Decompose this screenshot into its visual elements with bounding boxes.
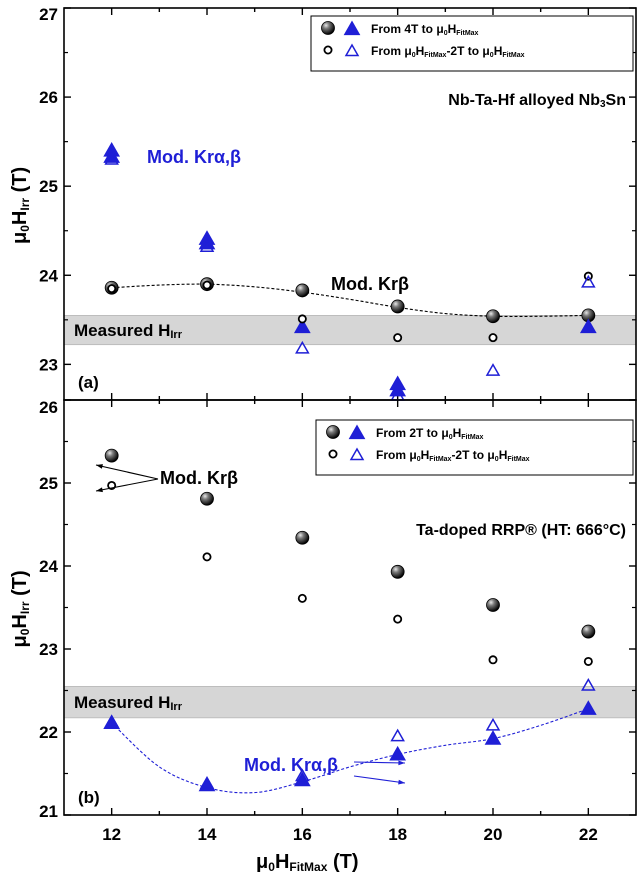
- legend-marker: [321, 21, 335, 35]
- arrow-line: [95, 478, 159, 492]
- series-2-point: [488, 333, 498, 343]
- legend-label: From 2T to μ0HFitMax: [376, 426, 484, 441]
- y-tick-label: 24: [39, 557, 58, 576]
- arrow-head: [96, 464, 103, 469]
- legend-box: [315, 419, 634, 476]
- mod-kr-alpha-beta-label: Mod. Krα,β: [244, 755, 338, 775]
- series-0-point: [390, 299, 405, 314]
- x-tick-label: 16: [293, 825, 312, 844]
- arrow-head: [398, 760, 405, 766]
- legend-marker: [348, 424, 366, 440]
- series-0-point: [200, 491, 214, 506]
- y-axis-label: μ0HIrr (T): [9, 570, 32, 647]
- legend-marker: [344, 43, 360, 57]
- y-tick-label: 25: [39, 177, 58, 196]
- series-1-point: [293, 318, 311, 334]
- arrow-head: [398, 779, 405, 785]
- series-3-point: [485, 363, 501, 376]
- y-tick-label: 22: [39, 723, 58, 742]
- legend-label: From μ0HFitMax-2T to μ0HFitMax: [376, 448, 530, 463]
- series-1-point: [198, 776, 216, 792]
- series-3-point: [485, 717, 501, 731]
- measured-band-label: Measured HIrr: [74, 693, 183, 713]
- series-2-point: [297, 314, 307, 324]
- y-tick-label: 24: [39, 266, 58, 285]
- series-3-point: [104, 151, 119, 165]
- panel-a: Measured HIrr 23 24 25 26 27 μ0HIrr (T) (a) Nb-T…: [9, 5, 637, 401]
- series-0-point: [104, 448, 119, 463]
- x-axis-label: μ0HFitMax (T): [256, 851, 359, 874]
- series-3-point: [104, 714, 119, 728]
- arrow-line: [353, 761, 406, 764]
- legend-label: From 4T to μ0HFitMax: [371, 22, 479, 37]
- series-1-point: [484, 730, 502, 745]
- series-0-point: [295, 530, 310, 545]
- mod-kr-beta-label: Mod. Krβ: [331, 274, 409, 294]
- mod-kr-alpha-beta-label: Mod. Krα,β: [147, 147, 241, 167]
- x-tick-label: 12: [102, 825, 121, 844]
- annotation-text: Ta-doped RRP® (HT: 666°C): [416, 522, 626, 539]
- series-3-point: [295, 768, 310, 782]
- series-2-point: [488, 655, 498, 665]
- series-2-point: [393, 614, 403, 624]
- x-tick-label: 22: [579, 825, 598, 844]
- panel-b: Measured HIrr 21 22 23 24 25 26 μ0HIrr (T) (b) Ta…: [9, 398, 637, 821]
- legend-marker: [323, 45, 333, 55]
- fit-curve: [111, 283, 589, 318]
- arrow-line: [353, 775, 406, 784]
- measured-band: [63, 315, 637, 346]
- series-1-point: [389, 745, 407, 761]
- measured-band: [63, 686, 637, 719]
- y-tick-label: 25: [39, 474, 58, 493]
- series-1-point: [293, 771, 311, 787]
- series-0-point: [390, 564, 405, 579]
- legend-marker: [343, 20, 361, 36]
- mod-kr-beta-label: Mod. Krβ: [160, 468, 238, 488]
- x-tick-label: 20: [484, 825, 503, 844]
- series-3-point: [581, 678, 596, 691]
- legend-marker: [326, 425, 340, 439]
- series-2-point: [583, 656, 593, 666]
- arrow-head: [96, 487, 103, 493]
- series-0-point: [486, 309, 500, 324]
- series-2-point: [202, 552, 212, 562]
- arrow-line: [95, 464, 159, 480]
- x-tick-label: 14: [198, 825, 217, 844]
- series-3-point: [581, 274, 596, 288]
- measured-band-label: Measured HIrr: [74, 321, 183, 341]
- series-0-point: [486, 598, 500, 612]
- panel-label: (a): [78, 373, 99, 392]
- fit-curve: [111, 708, 589, 794]
- series-2-point: [107, 284, 117, 294]
- series-0-point: [581, 624, 596, 639]
- panel-label: (b): [78, 788, 100, 807]
- series-3-point: [295, 340, 310, 354]
- series-1-point: [579, 700, 597, 715]
- series-0-point: [295, 283, 310, 298]
- series-3-point: [199, 775, 215, 789]
- legend-box: [310, 15, 634, 72]
- series-2-point: [297, 593, 307, 603]
- series-1-point: [579, 318, 597, 334]
- legend-marker: [349, 447, 365, 461]
- y-tick-label: 26: [39, 88, 58, 107]
- legend-label: From μ0HFitMax-2T to μ0HFitMax: [371, 44, 525, 59]
- y-tick-label: 23: [39, 355, 58, 374]
- y-tick-label: 26: [39, 398, 58, 417]
- y-tick-label: 23: [39, 640, 58, 659]
- y-tick-label: 21: [39, 802, 58, 821]
- series-3-point: [199, 239, 215, 253]
- series-2-point: [393, 333, 403, 343]
- y-axis-label: μ0HIrr (T): [9, 167, 32, 244]
- annotation-text: Nb-Ta-Hf alloyed Nb3Sn: [448, 92, 626, 110]
- series-3-point: [390, 728, 405, 742]
- x-tick-label: 18: [388, 825, 407, 844]
- series-2-point: [202, 280, 212, 290]
- legend-marker: [328, 449, 338, 459]
- y-tick-label: 27: [39, 5, 58, 24]
